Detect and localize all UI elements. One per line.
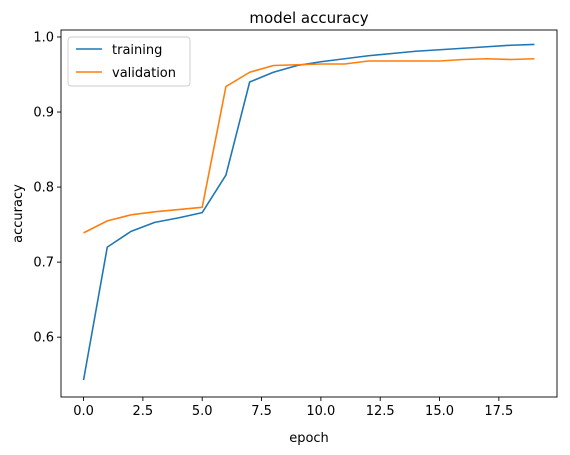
legend-label-training: training [112, 43, 162, 58]
y-tick-label: 0.7 [33, 256, 54, 271]
x-axis-ticks: 0.0 2.5 5.0 7.5 10.0 12.5 15.0 17.5 [73, 397, 513, 419]
x-tick-label: 15.0 [425, 404, 454, 419]
legend-label-validation: validation [112, 66, 176, 81]
x-axis-label: epoch [289, 431, 329, 446]
chart-title: model accuracy [249, 9, 368, 27]
plot-frame [60, 29, 558, 398]
y-tick-label: 0.6 [33, 331, 54, 346]
x-tick-label: 2.5 [133, 404, 154, 419]
axes [60, 29, 558, 398]
x-tick-label: 5.0 [192, 404, 213, 419]
y-tick-label: 0.9 [33, 106, 54, 121]
x-tick-label: 12.5 [366, 404, 395, 419]
x-tick-label: 0.0 [73, 404, 94, 419]
y-axis-label: accuracy [11, 184, 26, 243]
legend: training validation [67, 36, 191, 87]
x-tick-label: 10.0 [306, 404, 335, 419]
x-tick-label: 17.5 [484, 404, 513, 419]
x-tick-label: 7.5 [251, 404, 272, 419]
y-tick-label: 0.8 [33, 181, 54, 196]
y-axis-ticks: 0.6 0.7 0.8 0.9 1.0 [33, 30, 61, 346]
plot-area [82, 43, 535, 381]
y-tick-label: 1.0 [33, 30, 54, 45]
series-line-validation [83, 57, 535, 234]
